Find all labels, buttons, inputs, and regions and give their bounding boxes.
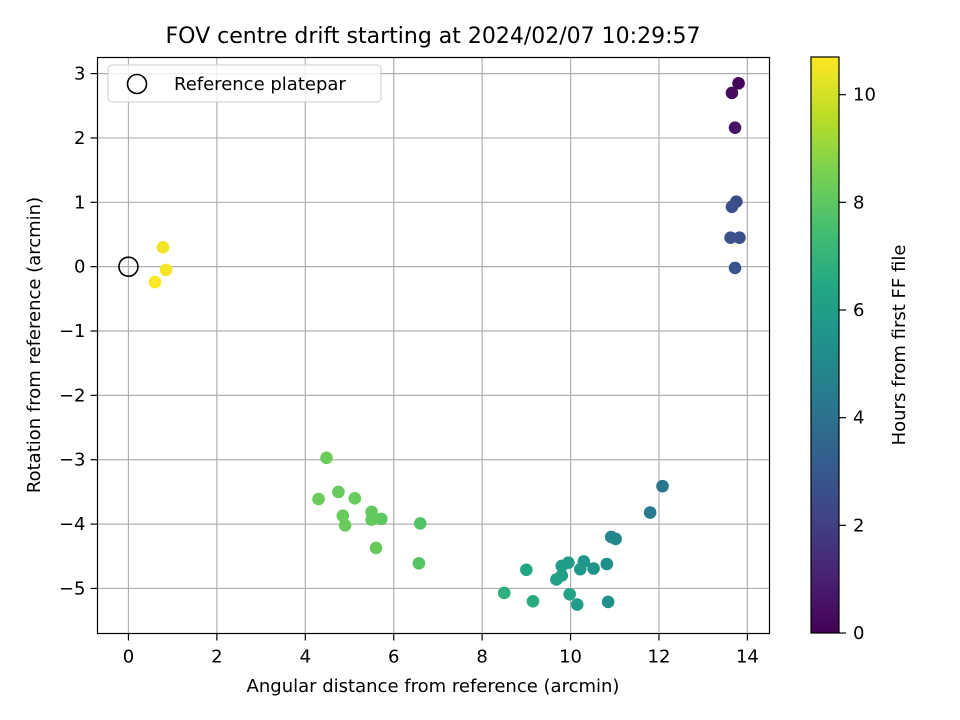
y-tick-label: −3 [59,450,86,471]
data-point [365,513,378,526]
reference-point-marker [118,256,139,277]
data-point [348,492,362,505]
data-point [732,76,745,90]
y-tick-label: 3 [74,64,85,85]
x-tick-label: 2 [211,647,222,668]
data-point [573,562,587,576]
colorbar-tick-label: 6 [853,300,864,321]
colorbar-ticks: 0 2 4 6 8 10 [839,85,876,644]
data-point [733,231,746,245]
y-tick-label: 1 [74,192,85,213]
data-point [413,517,427,530]
data-point [336,509,350,523]
data-point [159,263,173,277]
colorbar: 0 2 4 6 8 10 Hours from first FF file [810,56,910,644]
data-point [570,598,584,611]
data-point [156,241,170,254]
plot-frame [96,56,771,635]
data-point [587,562,600,575]
x-tick-label: 6 [388,647,399,668]
data-point [563,587,576,601]
data-point [601,595,615,609]
data-point [412,557,426,570]
colorbar-label: Hours from first FF file [889,245,910,446]
data-point [526,595,540,608]
data-point [148,275,162,289]
data-point [609,532,622,546]
y-tick-label: 0 [74,257,85,278]
colorbar-gradient [811,57,839,633]
colorbar-tick-label: 2 [853,515,864,536]
colorbar-tick-label: 8 [853,192,864,213]
y-tick-label: −1 [59,321,86,342]
colorbar-tick-label: 4 [853,408,864,429]
data-point [724,231,737,245]
data-point [725,86,739,100]
y-tick-label: 2 [74,128,85,149]
data-point [550,573,563,586]
x-axis: 0 2 4 6 8 10 12 14 [123,633,759,668]
data-point [555,559,569,573]
colorbar-tick-label: 0 [853,623,864,644]
data-point [656,479,669,493]
data-point [520,563,533,577]
legend-marker-open-circle-icon [126,73,148,95]
legend-box [107,64,382,103]
data-points [148,76,746,611]
y-axis: −5 −4 −3 −2 −1 0 1 2 3 [59,64,98,599]
data-point [497,586,511,600]
data-point [332,485,345,499]
x-tick-label: 10 [559,647,582,668]
x-axis-label: Angular distance from reference (arcmin) [247,676,620,697]
y-tick-label: −4 [59,514,86,535]
x-tick-label: 12 [648,647,671,668]
data-point [643,506,657,519]
x-tick-label: 4 [300,647,311,668]
y-tick-label: −2 [59,385,86,406]
x-tick-label: 14 [736,647,759,668]
data-point [338,519,352,532]
data-point [375,512,388,526]
grid [97,57,770,634]
data-point [728,121,742,134]
legend-label: Reference platepar [174,74,346,95]
legend: Reference platepar [107,64,382,103]
colorbar-frame [810,56,840,634]
y-axis-label: Rotation from reference (arcmin) [24,197,45,493]
chart-title: FOV centre drift starting at 2024/02/07 … [166,24,701,49]
data-point [369,541,383,555]
y-tick-label: −5 [59,578,86,599]
data-point [600,557,614,571]
x-tick-label: 8 [476,647,487,668]
data-point [312,492,325,506]
data-point [320,451,333,465]
data-point [725,200,739,214]
x-tick-label: 0 [123,647,134,668]
plot-area [96,56,771,635]
colorbar-tick-label: 10 [853,85,876,106]
data-point [728,261,742,275]
